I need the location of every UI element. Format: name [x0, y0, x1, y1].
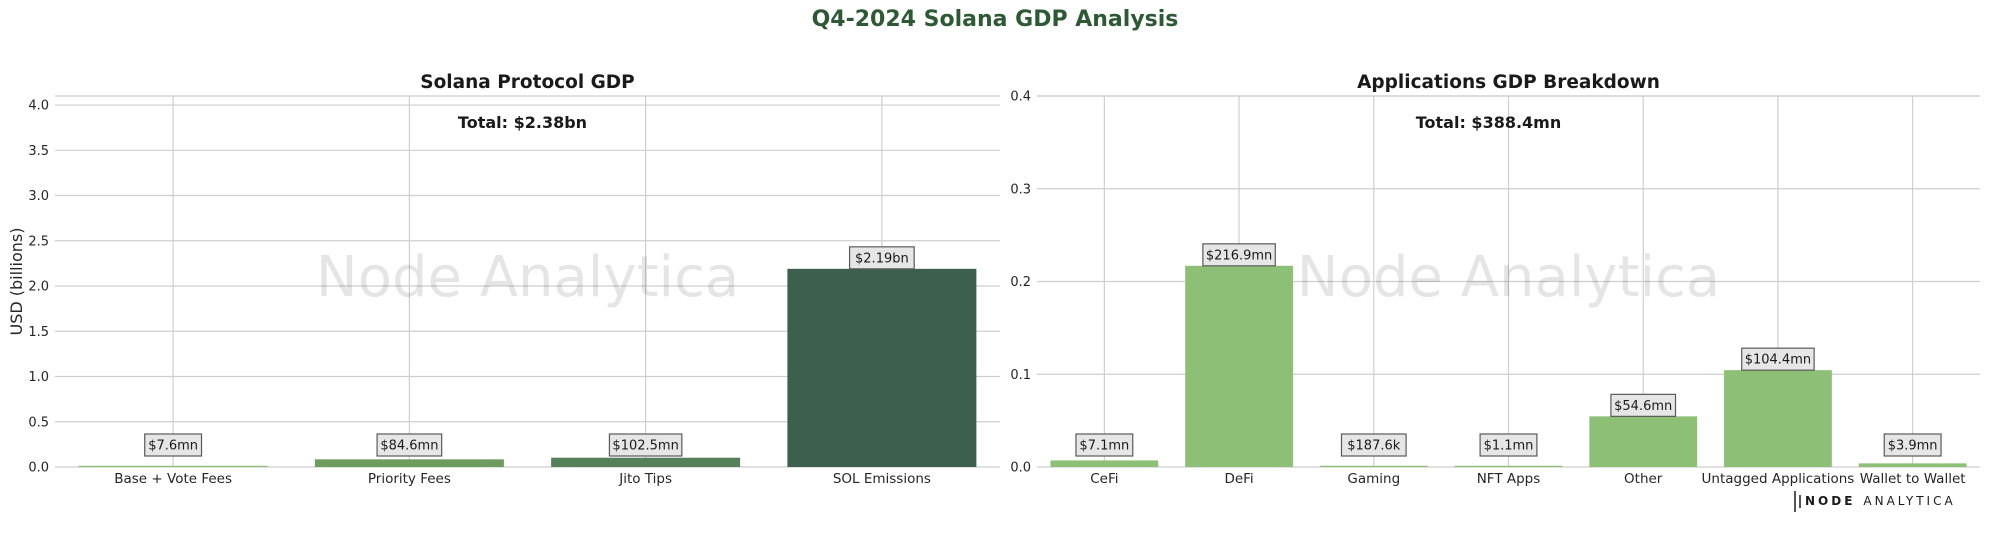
value-label-box — [608, 433, 683, 457]
y-tick-label: 2.0 — [28, 280, 49, 295]
value-label-untagged-applications: $104.4mn — [1741, 347, 1815, 371]
value-label-text: $216.9mn — [1206, 248, 1272, 263]
panel-title: Solana Protocol GDP — [420, 72, 634, 93]
watermark-text: Node Analytica — [1297, 245, 1720, 310]
value-label-box — [376, 433, 443, 457]
applications-gdp-panel: 0.0 0.1 0.2 0.3 0.4 Applications GDP Breakdow… — [1010, 72, 1980, 487]
value-label-box — [1610, 393, 1677, 417]
x-tick-label: Base + Vote Fees — [114, 471, 232, 487]
y-tick-label: 1.0 — [28, 370, 49, 385]
y-tick-label: 3.0 — [28, 189, 49, 204]
value-label-cefi: $7.1mn — [1075, 433, 1134, 457]
y-tick-label: 0.3 — [1010, 182, 1031, 197]
bar-cefi — [1050, 460, 1159, 467]
value-label-box — [1075, 433, 1134, 457]
watermark-text: Node Analytica — [316, 245, 739, 310]
x-tick-label: Jito Tips — [618, 471, 672, 487]
value-label-text: $7.1mn — [1079, 439, 1129, 454]
value-label-jito-tips: $102.5mn — [608, 433, 683, 457]
y-tick-label: 0.4 — [1010, 90, 1031, 105]
value-label-defi: $216.9mn — [1202, 243, 1276, 267]
y-axis-label: USD (billions) — [7, 228, 26, 336]
bar-base-vote-fees — [78, 465, 268, 467]
x-tick-label: Wallet to Wallet — [1860, 471, 1966, 487]
x-tick-label: SOL Emissions — [833, 471, 931, 487]
node-analytica-logo: NODE ANALYTICA — [1794, 491, 1956, 512]
x-tick-label: CeFi — [1090, 471, 1118, 487]
y-tick-label: 3.5 — [28, 144, 49, 159]
y-tick-label: 0.1 — [1010, 368, 1031, 383]
value-label-base-vote-fees: $7.6mn — [144, 433, 203, 457]
bar-sol-emissions — [787, 268, 977, 467]
value-label-text: $187.6k — [1347, 439, 1400, 454]
logo-brand: NODE — [1805, 494, 1855, 508]
y-tick-label: 2.5 — [28, 234, 49, 249]
value-label-text: $54.6mn — [1614, 399, 1672, 414]
value-label-box — [848, 246, 915, 270]
x-tick-label: NFT Apps — [1477, 471, 1541, 487]
value-label-text: $7.6mn — [148, 439, 198, 454]
value-label-text: $84.6mn — [380, 439, 438, 454]
value-label-box — [1883, 433, 1942, 457]
total-annotation: Total: $388.4mn — [1416, 113, 1561, 132]
bar-defi — [1185, 265, 1293, 467]
y-tick-label: 1.5 — [28, 325, 49, 340]
value-label-text: $3.9mn — [1888, 439, 1938, 454]
panel-title: Applications GDP Breakdown — [1357, 72, 1660, 93]
bar-nft-apps — [1454, 465, 1563, 467]
value-label-box — [1202, 243, 1276, 267]
value-label-box — [144, 433, 203, 457]
bar-wallet-to-wallet — [1858, 463, 1967, 467]
value-label-nft-apps: $1.1mn — [1479, 433, 1538, 457]
value-label-text: $104.4mn — [1745, 353, 1811, 368]
y-tick-label: 4.0 — [28, 99, 49, 114]
bar-priority-fees — [314, 459, 504, 467]
value-label-sol-emissions: $2.19bn — [848, 246, 915, 270]
value-label-priority-fees: $84.6mn — [376, 433, 443, 457]
x-tick-label: DeFi — [1224, 471, 1253, 487]
figure-title: Q4-2024 Solana GDP Analysis — [812, 7, 1179, 32]
value-label-text: $102.5mn — [612, 439, 678, 454]
protocol-gdp-panel: 0.0 0.5 1.0 1.5 2.0 2.5 3.0 3.5 4.0 Solana Protoc… — [7, 72, 1000, 487]
value-label-gaming: $187.6k — [1340, 433, 1407, 457]
bar-jito-tips — [551, 457, 741, 467]
value-label-wallet-to-wallet: $3.9mn — [1883, 433, 1942, 457]
y-tick-label: 0.2 — [1010, 275, 1031, 290]
x-tick-label: Other — [1624, 471, 1663, 487]
x-tick-label: Gaming — [1347, 471, 1400, 487]
logo-rest: ANALYTICA — [1863, 494, 1955, 508]
value-label-box — [1479, 433, 1538, 457]
x-tick-label: Priority Fees — [368, 471, 451, 487]
value-label-other: $54.6mn — [1610, 393, 1677, 417]
bar-other — [1589, 416, 1698, 467]
y-tick-label: 0.0 — [1010, 461, 1031, 476]
value-label-text: $1.1mn — [1484, 439, 1534, 454]
x-tick-label: Untagged Applications — [1702, 471, 1855, 487]
value-label-box — [1741, 347, 1815, 371]
value-label-text: $2.19bn — [855, 251, 909, 266]
bar-untagged-applications — [1724, 370, 1832, 467]
bar-gaming — [1319, 465, 1428, 467]
value-label-box — [1340, 433, 1407, 457]
y-tick-label: 0.5 — [28, 415, 49, 430]
total-annotation: Total: $2.38bn — [458, 113, 587, 132]
y-tick-label: 0.0 — [28, 461, 49, 476]
